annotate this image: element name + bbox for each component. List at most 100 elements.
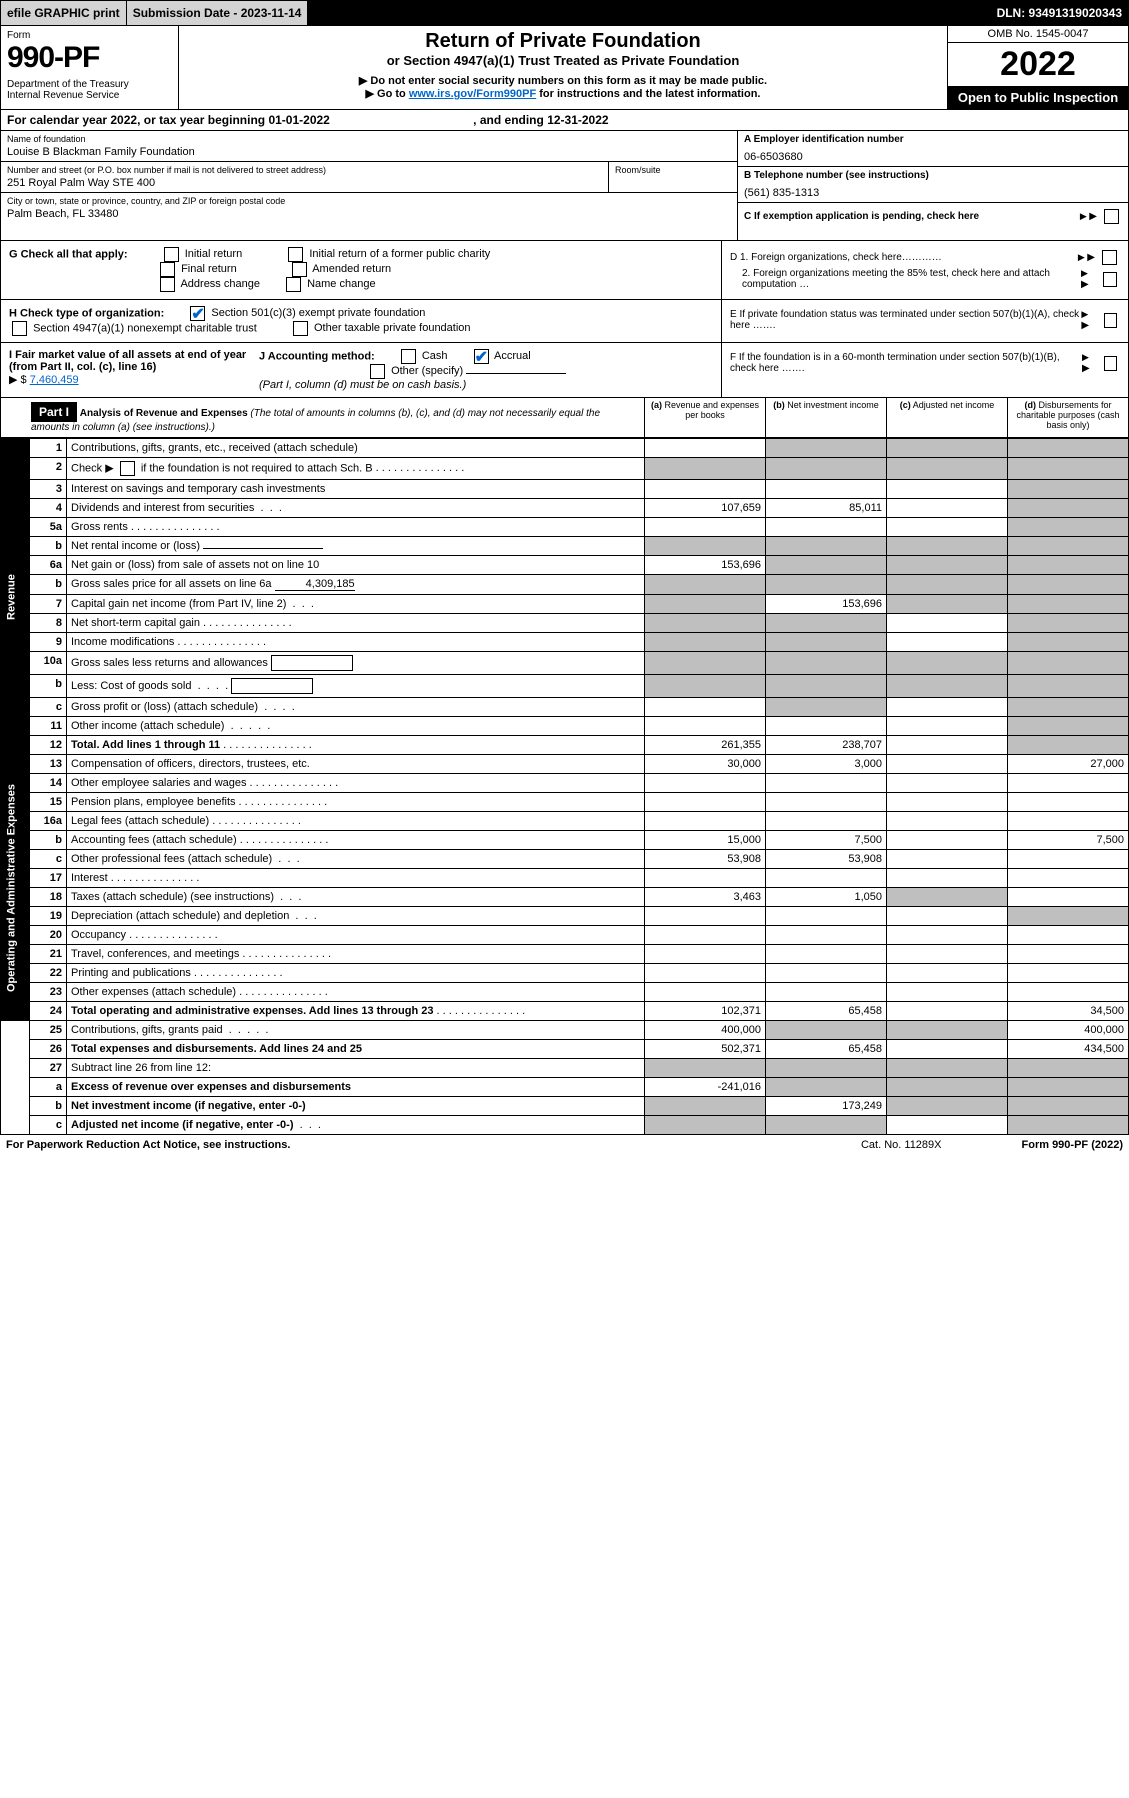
col-b-hdr: (b) Net investment income: [765, 398, 886, 437]
r5b-text: Net rental income or (loss): [71, 540, 200, 552]
g-amended[interactable]: [292, 262, 307, 277]
h-opt3: Other taxable private foundation: [314, 322, 471, 334]
note2-post: for instructions and the latest informat…: [536, 88, 760, 100]
r23: Other expenses (attach schedule): [67, 983, 645, 1002]
r16a: Legal fees (attach schedule): [67, 812, 645, 831]
r12b: 238,707: [766, 736, 887, 755]
r16c: Other professional fees (attach schedule…: [67, 850, 645, 869]
r6a-a: 153,696: [645, 556, 766, 575]
r7: Capital gain net income (from Part IV, l…: [67, 595, 645, 614]
r11: Other income (attach schedule) . . . . .: [67, 717, 645, 736]
city-val: Palm Beach, FL 33480: [7, 208, 731, 220]
g-label: G Check all that apply:: [9, 248, 128, 260]
r16b-b: 7,500: [766, 831, 887, 850]
h-section: H Check type of organization: Section 50…: [1, 300, 721, 342]
r10c-text: Gross profit or (loss) (attach schedule): [71, 701, 258, 713]
addr-val: 251 Royal Palm Way STE 400: [7, 177, 608, 189]
r18b: 1,050: [766, 888, 887, 907]
h-4947[interactable]: [12, 321, 27, 336]
r6b-val: 4,309,185: [275, 578, 355, 591]
c-checkbox[interactable]: [1104, 209, 1119, 224]
r2-checkbox[interactable]: [120, 461, 135, 476]
f-section: F If the foundation is in a 60-month ter…: [721, 343, 1128, 397]
h-other-taxable[interactable]: [293, 321, 308, 336]
city-row: City or town, state or province, country…: [1, 193, 737, 240]
i-val-pre: ▶ $: [9, 374, 30, 386]
part1-table: Revenue 1Contributions, gifts, grants, e…: [0, 438, 1129, 1135]
g-name-change[interactable]: [286, 277, 301, 292]
r5a: Gross rents: [67, 518, 645, 537]
r1: Contributions, gifts, grants, etc., rece…: [67, 439, 645, 458]
j-other[interactable]: [370, 364, 385, 379]
r18: Taxes (attach schedule) (see instruction…: [67, 888, 645, 907]
form-word: Form: [7, 30, 172, 41]
d2-checkbox[interactable]: [1103, 272, 1117, 287]
r10a-text: Gross sales less returns and allowances: [71, 657, 268, 669]
footer: For Paperwork Reduction Act Notice, see …: [0, 1135, 1129, 1155]
note2-pre: ▶ Go to: [366, 88, 409, 100]
g-initial-former[interactable]: [288, 247, 303, 262]
j-label: J Accounting method:: [259, 350, 375, 362]
r11-text: Other income (attach schedule): [71, 720, 224, 732]
j-accrual[interactable]: [474, 349, 489, 364]
g-opt4: Amended return: [312, 263, 391, 275]
r27: Subtract line 26 from line 12:: [67, 1059, 645, 1078]
r27b: Net investment income (if negative, ente…: [71, 1100, 306, 1112]
fmv-link[interactable]: 7,460,459: [30, 374, 79, 386]
info-box: Name of foundation Louise B Blackman Fam…: [0, 131, 1129, 241]
g-section: G Check all that apply: Initial return I…: [1, 241, 721, 299]
r26d: 434,500: [1008, 1040, 1129, 1059]
g-initial-return[interactable]: [164, 247, 179, 262]
h-501c3[interactable]: [190, 306, 205, 321]
ij-section: I Fair market value of all assets at end…: [1, 343, 721, 397]
h-opt1: Section 501(c)(3) exempt private foundat…: [211, 307, 425, 319]
name-lbl: Name of foundation: [7, 134, 731, 144]
j-note: (Part I, column (d) must be on cash basi…: [259, 379, 466, 391]
r2-post: if the foundation is not required to att…: [138, 462, 373, 474]
part1-header-row: Part I Analysis of Revenue and Expenses …: [0, 398, 1129, 438]
e-checkbox[interactable]: [1104, 313, 1118, 328]
r18a: 3,463: [645, 888, 766, 907]
header-bar: efile GRAPHIC print Submission Date - 20…: [0, 0, 1129, 26]
g-final-return[interactable]: [160, 262, 175, 277]
r16c-text: Other professional fees (attach schedule…: [71, 853, 272, 865]
r13b: 3,000: [766, 755, 887, 774]
ein-row: A Employer identification number 06-6503…: [738, 131, 1128, 167]
form-title-box: Form 990-PF Department of the Treasury I…: [0, 26, 1129, 110]
r4a: 107,659: [645, 499, 766, 518]
cal-begin: 01-01-2022: [268, 113, 329, 127]
ijf-box: I Fair market value of all assets at end…: [0, 343, 1129, 398]
phone-val: (561) 835-1313: [744, 187, 1122, 199]
cal-mid: , and ending: [470, 113, 547, 127]
h-e-box: H Check type of organization: Section 50…: [0, 300, 1129, 343]
addr-lbl: Number and street (or P.O. box number if…: [7, 165, 608, 175]
i-label: I Fair market value of all assets at end…: [9, 349, 246, 373]
r26a: 502,371: [645, 1040, 766, 1059]
form990pf-link[interactable]: www.irs.gov/Form990PF: [409, 88, 536, 100]
r14: Other employee salaries and wages: [67, 774, 645, 793]
tax-year: 2022: [948, 43, 1128, 86]
r8: Net short-term capital gain: [67, 614, 645, 633]
omb: OMB No. 1545-0047: [948, 26, 1128, 43]
d1-checkbox[interactable]: [1102, 250, 1117, 265]
r5b: Net rental income or (loss): [67, 537, 645, 556]
name-val: Louise B Blackman Family Foundation: [7, 146, 731, 158]
ein-val: 06-6503680: [744, 151, 1122, 163]
r24b: 65,458: [766, 1002, 887, 1021]
r13a: 30,000: [645, 755, 766, 774]
r18-text: Taxes (attach schedule) (see instruction…: [71, 891, 274, 903]
d-section: D 1. Foreign organizations, check here………: [721, 241, 1128, 299]
note1: ▶ Do not enter social security numbers o…: [187, 74, 939, 87]
cal-pre: For calendar year 2022, or tax year begi…: [7, 113, 268, 127]
r9: Income modifications: [67, 633, 645, 652]
r25: Contributions, gifts, grants paid . . . …: [67, 1021, 645, 1040]
g-opt1: Final return: [181, 263, 237, 275]
phone-lbl: B Telephone number (see instructions): [744, 170, 1122, 181]
r26b: 65,458: [766, 1040, 887, 1059]
j-cash[interactable]: [401, 349, 416, 364]
r2: Check ▶ if the foundation is not require…: [67, 458, 645, 480]
r6b: Gross sales price for all assets on line…: [67, 575, 645, 595]
g-address-change[interactable]: [160, 277, 175, 292]
r16b-d: 7,500: [1008, 831, 1129, 850]
f-checkbox[interactable]: [1104, 356, 1117, 371]
